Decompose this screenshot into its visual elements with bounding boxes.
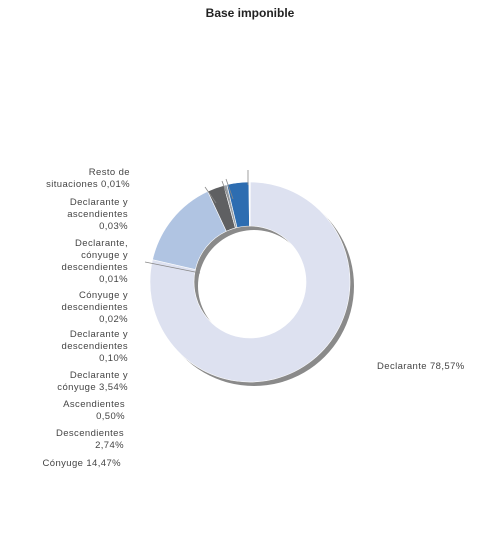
label-conyuge-descendientes: Cónyuge y descendientes 0,02% <box>61 290 128 325</box>
leader-lines <box>144 170 249 274</box>
slice-declarante[interactable] <box>149 181 351 383</box>
label-conyuge: Cónyuge 14,47% <box>42 458 121 469</box>
label-ascendientes: Ascendientes 0,50% <box>63 399 125 422</box>
leader-line-conyuge <box>144 261 201 274</box>
leader-line-ascendientes <box>221 180 230 201</box>
label-declarante: Declarante 78,57% <box>377 361 465 372</box>
donut-slices <box>149 181 354 386</box>
label-descendientes: Descendientes 2,74% <box>55 428 124 451</box>
leader-line-declarante-conyuge <box>225 178 234 200</box>
label-declarante-conyuge-descendientes: Declarante, cónyuge y descendientes 0,01… <box>61 238 128 285</box>
label-declarante-descendientes: Declarante y descendientes 0,10% <box>61 329 128 364</box>
leader-line-descendientes <box>204 186 217 204</box>
chart-title: Base imponible <box>205 6 295 20</box>
label-resto-situaciones: Resto de situaciones 0,01% <box>46 167 130 190</box>
label-declarante-conyuge: Declarante y cónyuge 3,54% <box>57 370 128 393</box>
label-declarante-ascendientes: Declarante y ascendientes 0,03% <box>67 197 128 232</box>
